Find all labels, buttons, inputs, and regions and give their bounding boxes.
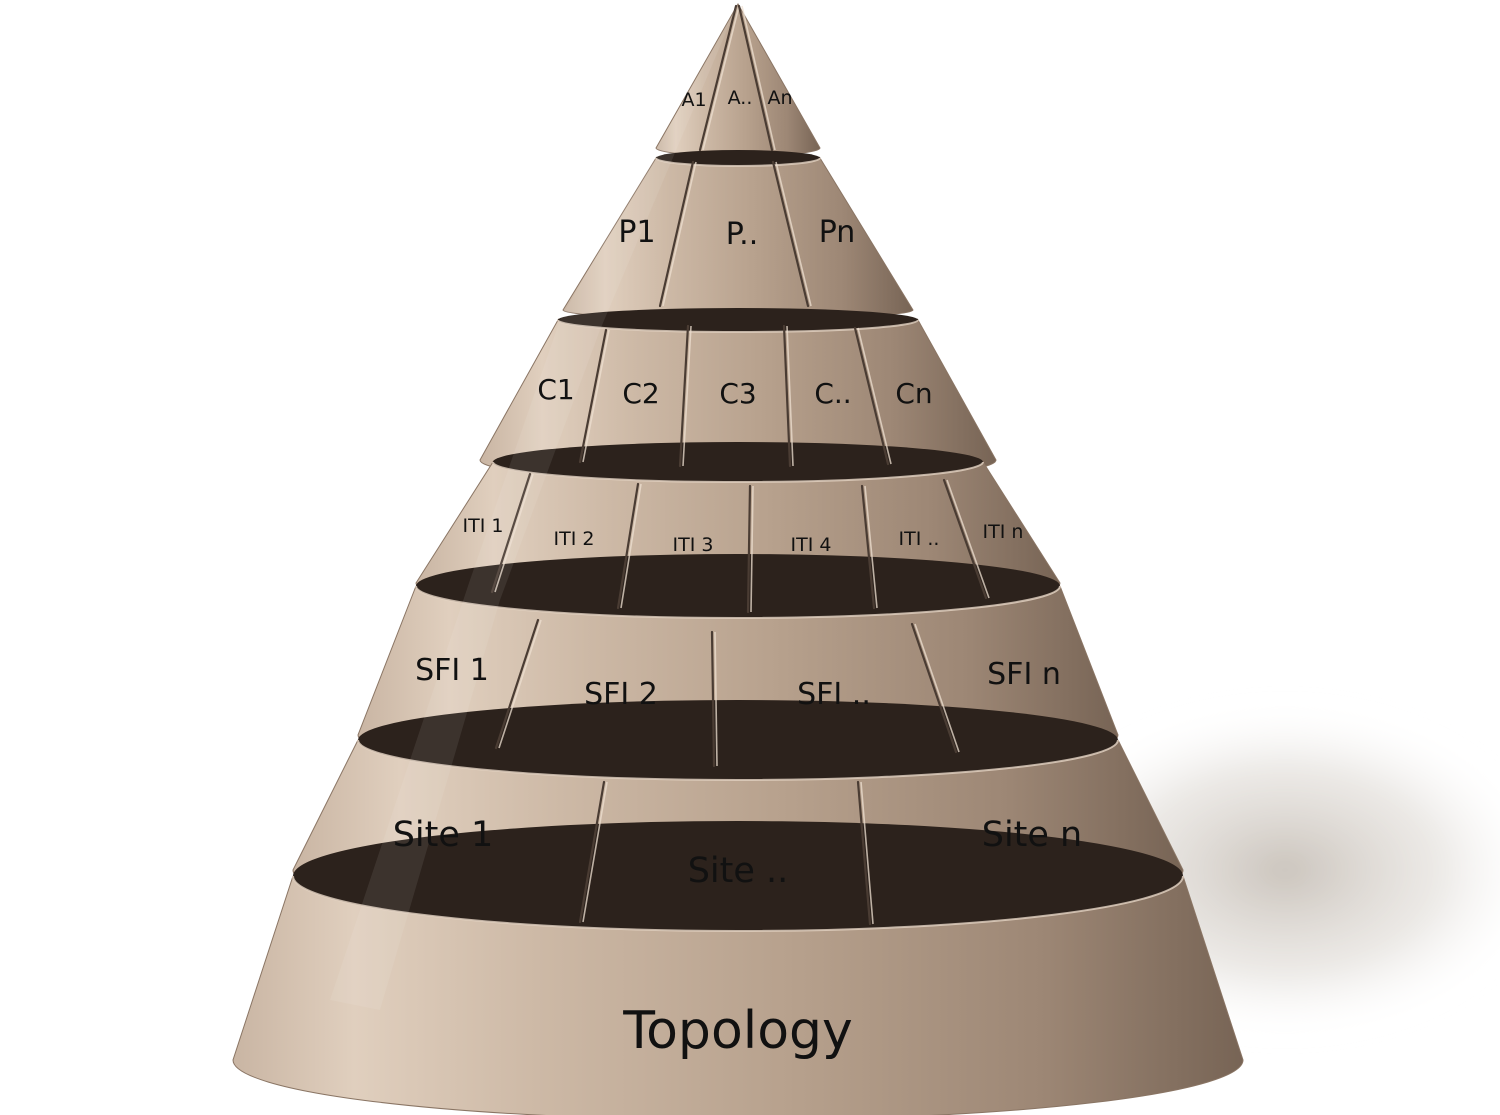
- label-iti-2: ITI 2: [554, 528, 595, 550]
- cone: [232, 2, 1244, 1115]
- label-c-dots: C..: [814, 377, 851, 410]
- rim-processes: [655, 157, 821, 167]
- divider-iti-1: [490, 472, 532, 594]
- rim-sites: [357, 739, 1119, 781]
- divider-highlight-iti-3: [750, 485, 754, 613]
- divider-sites-1: [578, 780, 606, 924]
- label-site-dots: Site ..: [688, 851, 789, 891]
- layer-labels: A1 A.. An P1 P.. Pn C1 C2 C3 C.. Cn ITI …: [393, 87, 1083, 1061]
- label-p-dots: P..: [726, 217, 759, 252]
- divider-highlight-processes-1: [662, 161, 697, 307]
- divider-iti-2: [616, 482, 640, 610]
- divider-highlight-components-1: [582, 329, 610, 463]
- divider-components-3: [782, 324, 792, 468]
- divider-highlight-sites-1: [582, 781, 608, 923]
- divider-highlight-iti-5: [946, 479, 990, 599]
- divider-sfi-3: [910, 622, 958, 754]
- label-sfi-dots: SFI ..: [797, 677, 871, 712]
- divider-highlight-sfi-1: [498, 619, 542, 749]
- divider-highlight-applications-1: [702, 5, 740, 151]
- groove-sfi: [416, 554, 1060, 618]
- groove-components: [558, 308, 918, 332]
- label-cn: Cn: [895, 377, 932, 410]
- divider-highlight-processes-2: [775, 161, 812, 307]
- divider-applications-2: [737, 4, 774, 152]
- label-iti-4: ITI 4: [791, 534, 832, 556]
- divider-iti-4: [860, 484, 876, 610]
- label-c1: C1: [537, 373, 574, 406]
- rim-base: [292, 875, 1184, 932]
- divider-applications-1: [698, 4, 738, 152]
- divider-highlight-components-3: [786, 325, 794, 467]
- label-pn: Pn: [819, 215, 856, 250]
- label-a-dots: A..: [728, 87, 753, 109]
- label-iti-dots: ITI ..: [899, 528, 940, 550]
- divider-highlight-iti-2: [620, 483, 642, 609]
- divider-sites-2: [856, 780, 872, 926]
- divider-highlight-components-4: [857, 327, 892, 465]
- divider-highlight-iti-1: [494, 473, 534, 593]
- label-topology: Topology: [622, 1001, 853, 1061]
- label-a1: A1: [681, 89, 706, 111]
- label-iti-1: ITI 1: [463, 515, 504, 537]
- label-c2: C2: [622, 377, 659, 410]
- label-iti-n: ITI n: [983, 521, 1024, 543]
- divider-iti-5: [942, 478, 988, 600]
- divider-iti-3: [746, 484, 752, 614]
- divider-processes-2: [771, 160, 810, 308]
- divider-highlight-sites-2: [860, 781, 874, 925]
- groove-sites: [358, 700, 1118, 780]
- gloss-highlight: [330, 4, 738, 1010]
- rim-components: [557, 319, 919, 333]
- divider-sfi-2: [710, 630, 716, 768]
- label-p1: P1: [618, 215, 655, 250]
- label-site-n: Site n: [982, 815, 1083, 855]
- groove-base: [293, 821, 1183, 931]
- divider-components-1: [578, 328, 608, 464]
- divider-processes-1: [658, 160, 695, 308]
- divider-sfi-1: [494, 618, 540, 750]
- groove-processes: [656, 150, 820, 166]
- divider-components-4: [853, 326, 890, 466]
- label-sfi-2: SFI 2: [584, 677, 658, 712]
- divider-highlight-applications-2: [741, 5, 776, 151]
- label-site-1: Site 1: [393, 815, 494, 855]
- rim-sfi: [415, 585, 1061, 619]
- label-iti-3: ITI 3: [673, 534, 714, 556]
- rim-iti: [492, 461, 984, 483]
- label-c3: C3: [719, 377, 756, 410]
- label-sfi-n: SFI n: [987, 657, 1061, 692]
- label-sfi-1: SFI 1: [415, 653, 489, 688]
- divider-highlight-components-2: [682, 325, 692, 467]
- divider-highlight-sfi-2: [714, 631, 718, 767]
- label-an: An: [767, 87, 792, 109]
- divider-highlight-sfi-3: [914, 623, 960, 753]
- groove-iti: [493, 442, 983, 482]
- divider-highlight-iti-4: [864, 485, 878, 609]
- divider-components-2: [678, 324, 690, 468]
